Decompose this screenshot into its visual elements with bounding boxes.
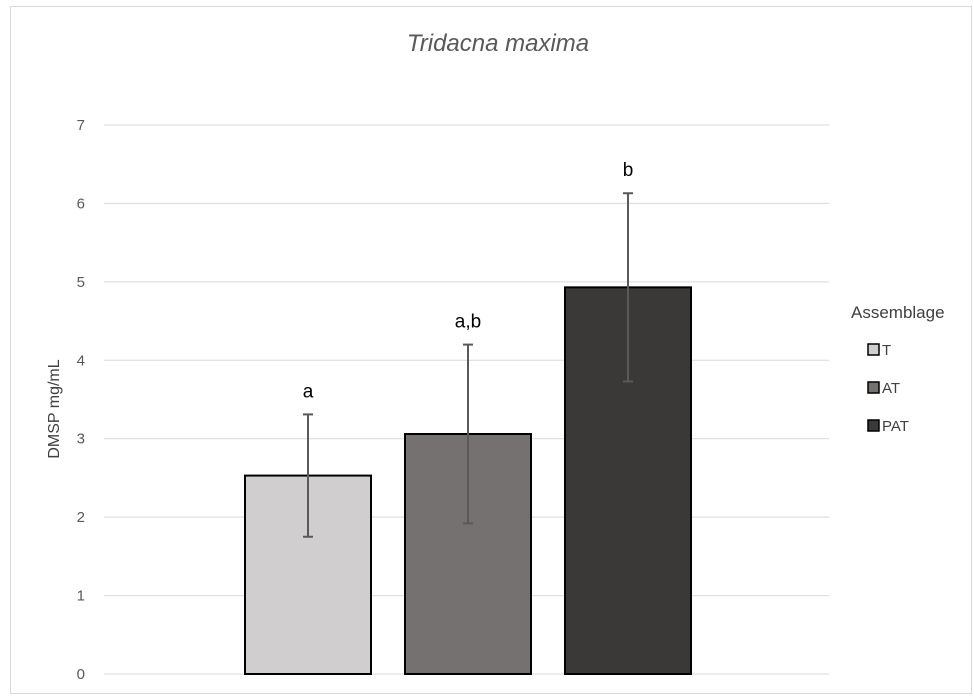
- legend: Assemblage T AT PAT: [851, 303, 945, 435]
- significance-label-at: a,b: [455, 312, 481, 333]
- y-axis-title: DMSP mg/mL: [46, 359, 63, 458]
- legend-item-pat: PAT: [867, 418, 909, 435]
- legend-label: PAT: [882, 418, 909, 435]
- legend-item-at: AT: [867, 380, 900, 397]
- chart-title: Tridacna maxima: [407, 30, 589, 57]
- chart-frame: Tridacna maxima DMSP mg/mL 0 1 2 3 4 5 6 7 a a,b…: [10, 6, 972, 694]
- bar-chart: Tridacna maxima DMSP mg/mL 0 1 2 3 4 5 6 7 a a,b…: [46, 30, 945, 683]
- y-tick-label: 5: [77, 274, 85, 291]
- y-tick-label: 0: [77, 666, 85, 683]
- y-tick-label: 7: [77, 117, 85, 134]
- legend-swatch: [867, 343, 880, 356]
- y-tick-label: 1: [77, 588, 85, 605]
- y-tick-label: 2: [77, 509, 85, 526]
- error-bar-pat: [623, 192, 633, 383]
- y-axis-ticks: 0 1 2 3 4 5 6 7: [77, 117, 85, 683]
- error-bar-t: [303, 413, 313, 538]
- legend-title: Assemblage: [851, 303, 945, 322]
- legend-label: T: [882, 342, 891, 359]
- significance-label-t: a: [303, 381, 314, 402]
- legend-item-t: T: [867, 342, 891, 359]
- legend-swatch: [867, 419, 880, 432]
- y-tick-label: 4: [77, 352, 85, 369]
- bars: a a,b b: [244, 160, 692, 675]
- y-tick-label: 6: [77, 195, 85, 212]
- y-tick-label: 3: [77, 431, 85, 448]
- legend-swatch: [867, 381, 880, 394]
- significance-label-pat: b: [623, 160, 634, 181]
- error-bar-at: [463, 343, 473, 525]
- legend-label: AT: [882, 380, 900, 397]
